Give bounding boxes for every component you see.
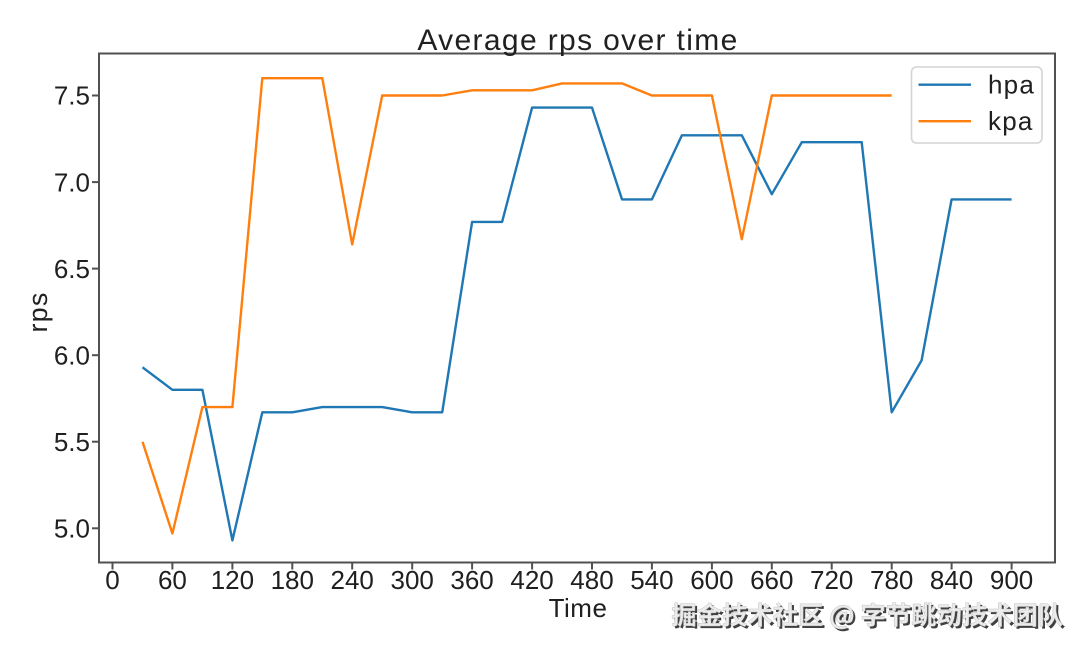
svg-text:rps: rps bbox=[23, 291, 53, 332]
svg-text:60: 60 bbox=[158, 565, 187, 595]
svg-text:300: 300 bbox=[391, 565, 434, 595]
svg-text:180: 180 bbox=[271, 565, 314, 595]
svg-text:240: 240 bbox=[331, 565, 374, 595]
svg-text:hpa: hpa bbox=[988, 70, 1035, 100]
svg-text:7.0: 7.0 bbox=[54, 167, 90, 197]
svg-text:Average rps over time: Average rps over time bbox=[417, 24, 738, 57]
svg-text:540: 540 bbox=[630, 565, 673, 595]
svg-text:660: 660 bbox=[750, 565, 793, 595]
svg-text:480: 480 bbox=[570, 565, 613, 595]
svg-text:120: 120 bbox=[211, 565, 254, 595]
svg-text:kpa: kpa bbox=[988, 106, 1034, 136]
svg-text:6.0: 6.0 bbox=[54, 340, 90, 370]
svg-text:5.5: 5.5 bbox=[54, 427, 90, 457]
svg-text:780: 780 bbox=[870, 565, 913, 595]
svg-text:6.5: 6.5 bbox=[54, 254, 90, 284]
svg-text:360: 360 bbox=[450, 565, 493, 595]
svg-text:7.5: 7.5 bbox=[54, 81, 90, 111]
svg-text:5.0: 5.0 bbox=[54, 514, 90, 544]
svg-text:Time: Time bbox=[549, 593, 608, 623]
svg-text:600: 600 bbox=[690, 565, 733, 595]
svg-text:840: 840 bbox=[930, 565, 973, 595]
svg-text:900: 900 bbox=[990, 565, 1033, 595]
svg-text:0: 0 bbox=[105, 565, 119, 595]
svg-text:420: 420 bbox=[510, 565, 553, 595]
svg-text:720: 720 bbox=[810, 565, 853, 595]
